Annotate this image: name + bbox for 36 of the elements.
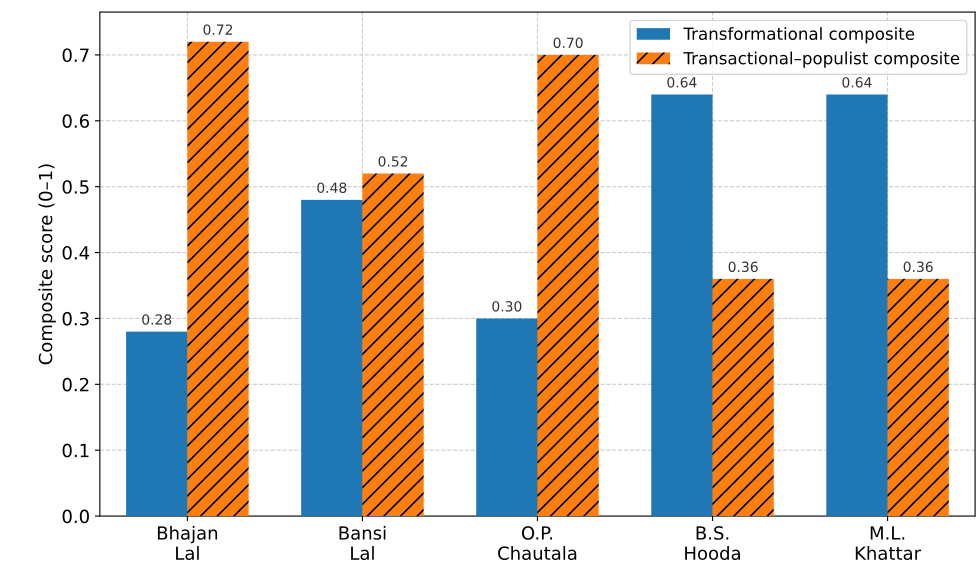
bar (476, 318, 538, 516)
data-label: 0.70 (554, 38, 583, 48)
data-label: 0.64 (667, 77, 697, 88)
y-tick-label: 0.4 (62, 246, 90, 260)
y-tick-label: 0.3 (62, 312, 89, 326)
y-tick-label: 0.7 (62, 48, 89, 62)
x-tick-label: M.L. Khattar (856, 526, 922, 560)
bar (712, 278, 774, 516)
bar (537, 54, 599, 516)
legend-label: Transformational composite (683, 27, 914, 44)
data-label: 0.72 (203, 24, 232, 35)
x-tick-label: O.P. Chautala (498, 526, 576, 560)
x-tick-label: Bansi Lal (340, 526, 386, 560)
y-axis-title: Composite score (0–1) (38, 164, 56, 364)
y-tick-label: 0.5 (62, 180, 89, 194)
y-tick-label: 0.2 (62, 378, 88, 392)
data-label: 0.28 (142, 314, 172, 325)
bar (126, 332, 188, 516)
bar (187, 42, 249, 516)
data-label: 0.36 (904, 262, 933, 272)
y-tick-label: 0.1 (62, 444, 88, 458)
y-tick-label: 0.6 (62, 114, 89, 128)
bar (826, 94, 888, 516)
data-label: 0.36 (728, 262, 758, 272)
x-tick-label: B.S. Hooda (685, 526, 740, 560)
bar (362, 174, 424, 516)
data-label: 0.30 (492, 301, 522, 312)
data-label: 0.64 (842, 77, 872, 88)
bar (888, 278, 949, 516)
x-tick-label: Bhajan Lal (158, 526, 218, 560)
legend-label: Transactional–populist composite (683, 52, 960, 68)
data-label: 0.48 (317, 182, 346, 194)
bar (301, 200, 362, 516)
y-tick-label: 0.0 (62, 510, 89, 524)
data-label: 0.52 (378, 156, 408, 167)
bar (651, 94, 713, 516)
